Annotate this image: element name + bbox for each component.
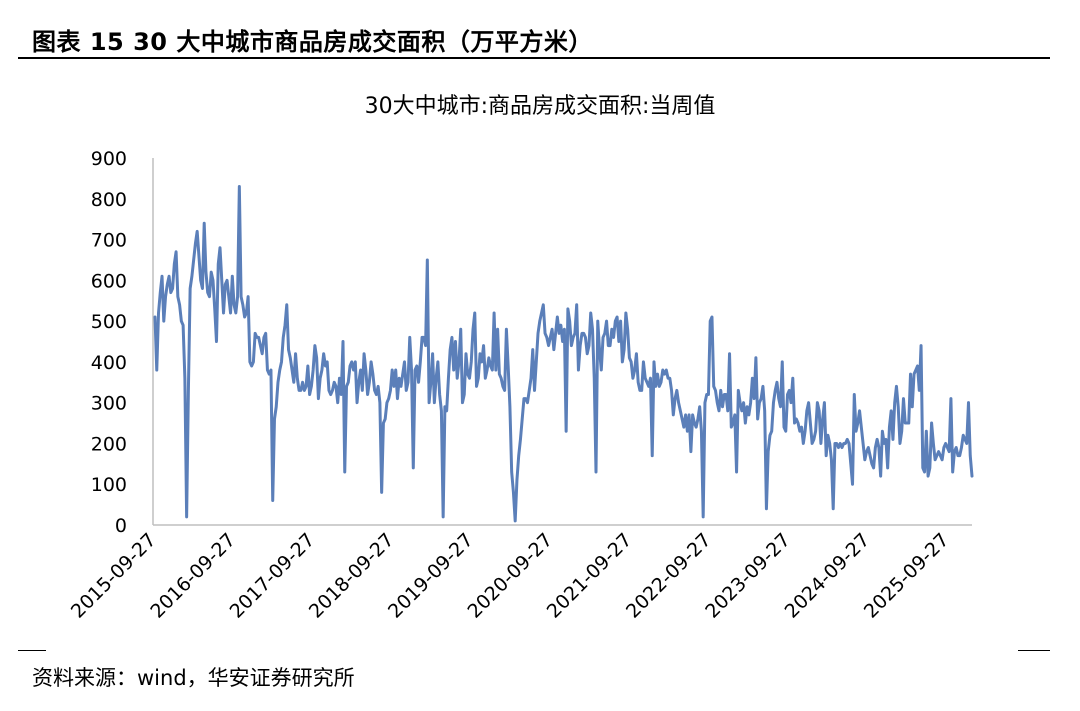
- source-note: 资料来源：wind，华安证券研究所: [32, 666, 355, 690]
- y-tick-label: 300: [91, 393, 127, 415]
- y-tick-label: 200: [91, 433, 127, 455]
- y-tick-label: 700: [91, 230, 127, 252]
- figure-title: 图表 15 30 大中城市商品房成交面积（万平方米）: [32, 28, 593, 56]
- bottom-rule-left: [18, 650, 46, 651]
- y-tick-label: 0: [115, 515, 127, 537]
- chart-title: 30大中城市:商品房成交面积:当周值: [364, 94, 716, 119]
- y-tick-label: 800: [91, 189, 127, 211]
- y-tick-label: 400: [91, 352, 127, 374]
- y-tick-label: 600: [91, 270, 127, 292]
- y-tick-label: 500: [91, 311, 127, 333]
- y-tick-label: 100: [91, 474, 127, 496]
- y-tick-label: 900: [91, 148, 127, 170]
- x-tick: 2025-09-27: [860, 529, 954, 623]
- bottom-rule-right: [1018, 650, 1050, 651]
- series-line: [153, 185, 974, 523]
- top-rule: [18, 57, 1050, 59]
- x-tick-label: 2025-09-27: [860, 529, 954, 623]
